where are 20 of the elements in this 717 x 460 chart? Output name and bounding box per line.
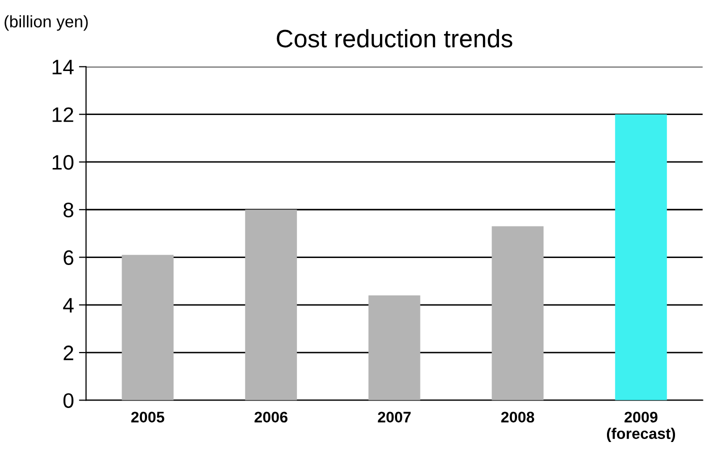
y-tick-label: 6 (64, 250, 74, 266)
y-tick-label: 2 (64, 346, 74, 360)
y-tick-label: 10 (52, 154, 74, 170)
x-tick-label: 2007 (378, 412, 411, 423)
y-tick-label: 4 (63, 298, 74, 312)
bar (122, 254, 174, 400)
bar (615, 114, 667, 400)
y-axis-title: (billion yen) (4, 15, 88, 31)
bar (245, 210, 297, 400)
x-tick-label: 2006 (254, 412, 288, 423)
x-tick-label: 2008 (501, 412, 534, 423)
y-tick-label: 0 (63, 393, 74, 408)
x-tick-label: 2005 (131, 412, 164, 423)
y-tick-label: 12 (52, 107, 74, 122)
chart-title: Cost reduction trends (276, 29, 512, 48)
bar (368, 295, 420, 400)
y-tick-label: 14 (52, 60, 74, 74)
bar (492, 226, 544, 400)
x-tick-label: 2009 (forecast) (606, 412, 676, 442)
y-tick-label: 8 (64, 202, 74, 218)
